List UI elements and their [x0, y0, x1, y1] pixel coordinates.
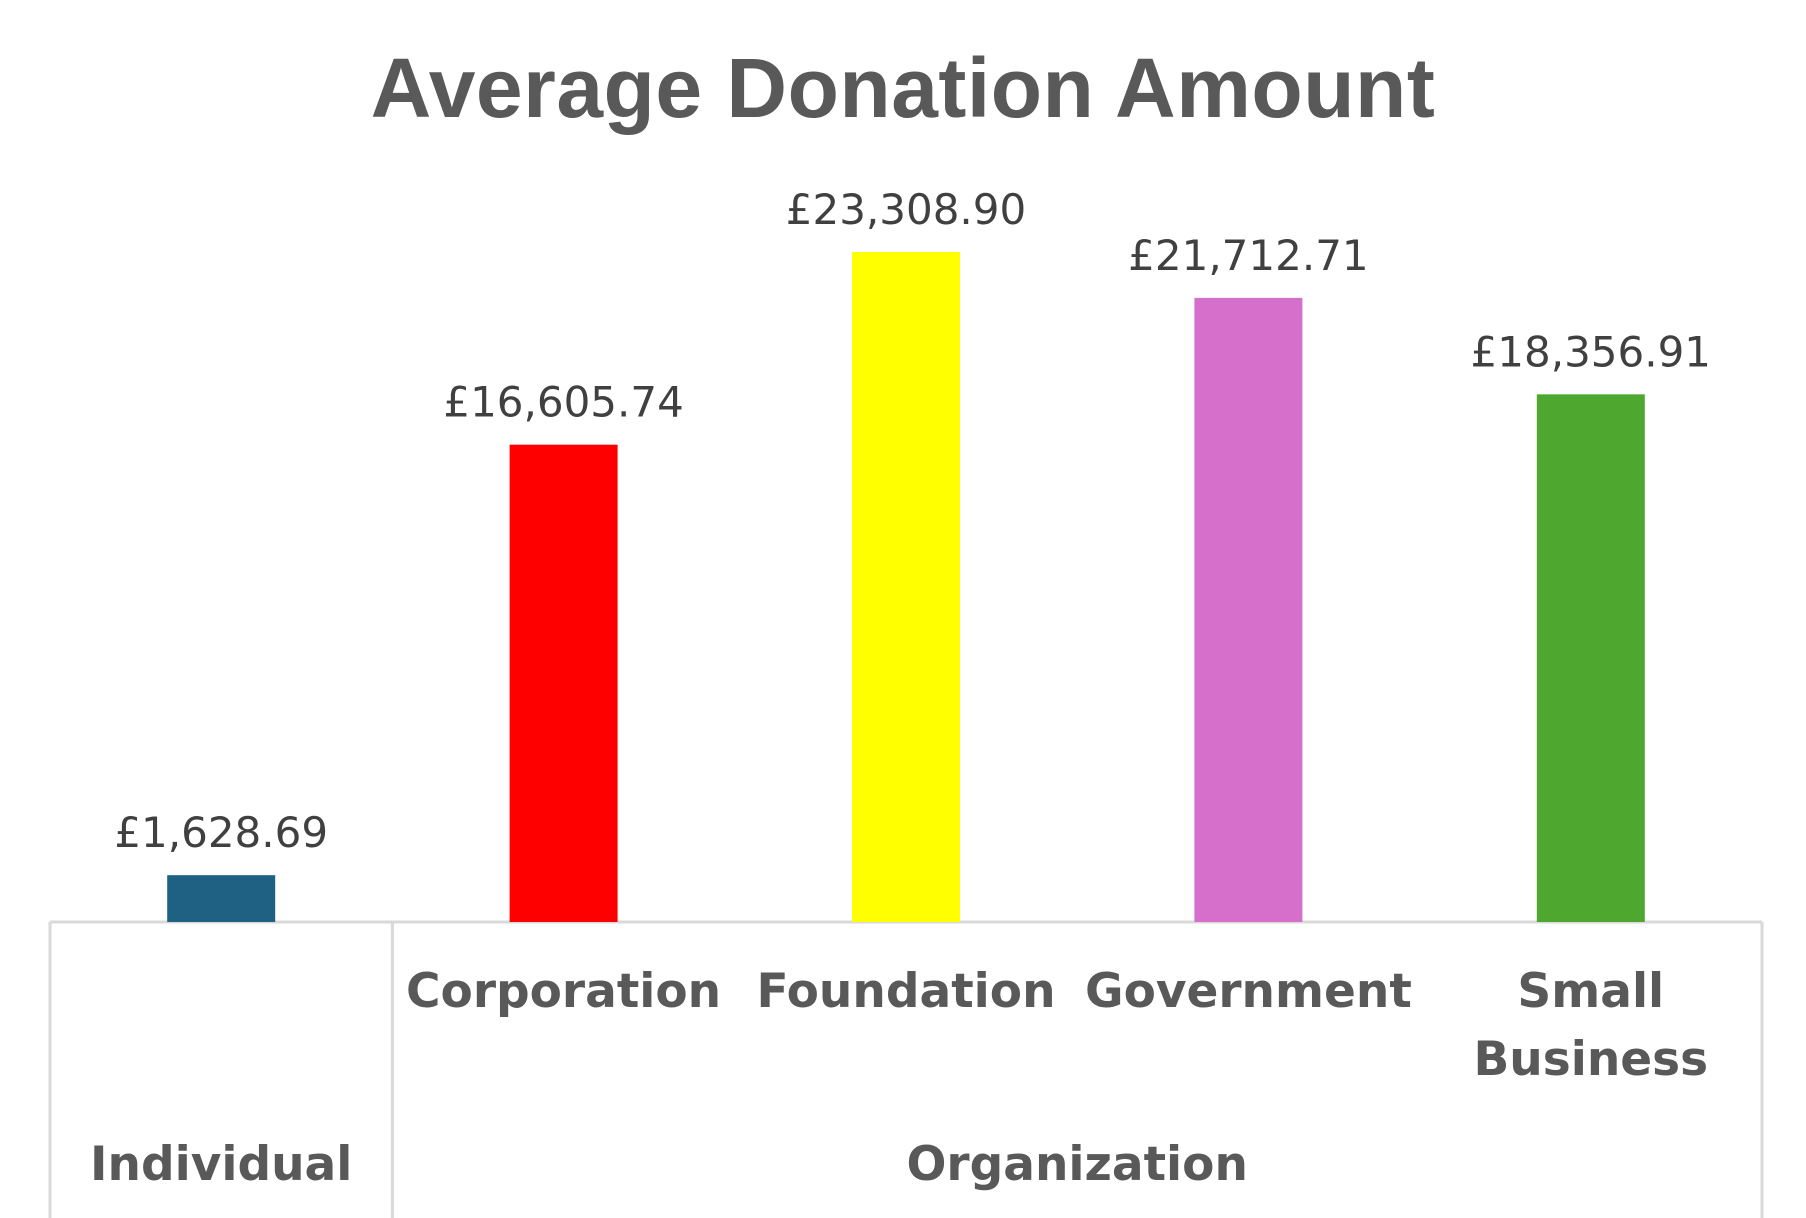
data-label-corporation: £16,605.74 — [443, 378, 683, 427]
bar-foundation — [852, 252, 960, 922]
bar-corporation — [509, 444, 618, 922]
category-label-government: Government — [1085, 964, 1412, 1019]
bar-government — [1194, 297, 1303, 923]
data-label-government: £21,712.71 — [1128, 231, 1368, 280]
category-label-individual: Individual — [90, 1137, 352, 1192]
bar-individual — [167, 875, 276, 922]
category-label-corporation: Corporation — [406, 964, 721, 1019]
category-label-small-business-line-0: Small — [1517, 964, 1664, 1019]
data-label-foundation: £23,308.90 — [786, 185, 1026, 234]
bar-small-business — [1536, 394, 1645, 922]
group-label-organization: Organization — [906, 1137, 1247, 1192]
data-label-small-business: £18,356.91 — [1471, 327, 1711, 376]
chart-title: Average Donation Amount — [370, 41, 1436, 135]
category-label-small-business-line-1: Business — [1473, 1032, 1708, 1087]
data-label-individual: £1,628.69 — [114, 808, 328, 857]
category-label-foundation: Foundation — [756, 964, 1055, 1019]
